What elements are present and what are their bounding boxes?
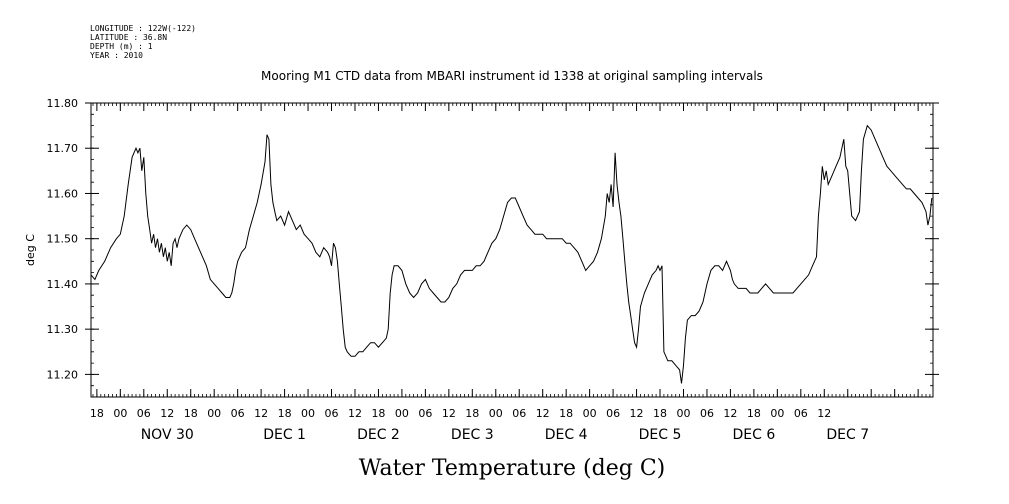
x-hour-label: 06 xyxy=(700,407,714,420)
y-tick-label: 11.20 xyxy=(47,368,79,381)
x-hour-label: 18 xyxy=(184,407,198,420)
x-hour-label: 12 xyxy=(723,407,737,420)
meta-latitude: LATITUDE : 36.8N xyxy=(90,33,167,42)
x-hour-label: 06 xyxy=(325,407,339,420)
y-tick-label: 11.80 xyxy=(47,97,79,110)
x-hour-label: 18 xyxy=(747,407,761,420)
x-hour-label: 00 xyxy=(489,407,503,420)
series-line-water-temperature xyxy=(90,124,933,384)
x-day-label: DEC 5 xyxy=(639,427,682,443)
meta-longitude: LONGITUDE : 122W(-122) xyxy=(90,24,196,33)
x-day-label: DEC 6 xyxy=(733,427,776,443)
x-hour-label: 06 xyxy=(794,407,808,420)
minor-ticks xyxy=(91,102,933,398)
x-hour-label: 06 xyxy=(606,407,620,420)
x-hour-label: 12 xyxy=(348,407,362,420)
meta-depth: DEPTH (m) : 1 xyxy=(90,42,153,51)
x-day-label: DEC 7 xyxy=(826,427,869,443)
x-hour-label: 00 xyxy=(207,407,221,420)
x-hour-label: 00 xyxy=(113,407,127,420)
x-hour-label: 12 xyxy=(254,407,268,420)
y-tick-label: 11.40 xyxy=(47,278,79,291)
x-hour-label: 06 xyxy=(418,407,432,420)
y-tick-label: 11.30 xyxy=(47,323,79,336)
x-hour-label: 18 xyxy=(371,407,385,420)
minor-tick-marks xyxy=(91,102,933,398)
x-day-label: DEC 3 xyxy=(451,427,494,443)
x-axis-title: Water Temperature (deg C) xyxy=(359,456,666,481)
x-hour-label: 18 xyxy=(653,407,667,420)
y-tick-label: 11.60 xyxy=(47,187,79,200)
x-hour-label: 18 xyxy=(559,407,573,420)
x-hour-label: 18 xyxy=(90,407,104,420)
x-hour-label: 00 xyxy=(395,407,409,420)
x-day-label: NOV 30 xyxy=(141,427,194,443)
x-hour-label: 00 xyxy=(583,407,597,420)
chart-title: Mooring M1 CTD data from MBARI instrumen… xyxy=(261,69,763,83)
x-hour-label: 18 xyxy=(278,407,292,420)
x-hour-label: 18 xyxy=(465,407,479,420)
x-hour-label: 12 xyxy=(630,407,644,420)
x-day-labels: NOV 30 DEC 1 DEC 2 DEC 3 DEC 4 DEC 5 DEC 6 DEC … xyxy=(141,427,869,443)
x-hour-label: 06 xyxy=(137,407,151,420)
y-axis: 11.20 11.30 11.40 11.50 11.60 11.70 11.80 xyxy=(47,97,939,381)
x-hour-label: 00 xyxy=(770,407,784,420)
y-tick-label: 11.50 xyxy=(47,233,79,246)
x-hour-label: 06 xyxy=(512,407,526,420)
x-axis: 18 00 06 12 18 00 06 12 18 00 06 12 18 00 06 12 18 00 06 12… xyxy=(90,103,919,420)
x-hour-label: 12 xyxy=(442,407,456,420)
x-day-label: DEC 4 xyxy=(545,427,588,443)
x-hour-label: 00 xyxy=(676,407,690,420)
y-tick-label: 11.70 xyxy=(47,142,79,155)
meta-year: YEAR : 2010 xyxy=(90,51,143,60)
plot-frame xyxy=(90,102,934,398)
x-hour-label: 06 xyxy=(231,407,245,420)
x-hour-label: 12 xyxy=(536,407,550,420)
x-hour-label: 12 xyxy=(817,407,831,420)
x-day-label: DEC 2 xyxy=(357,427,400,443)
x-hour-label: 00 xyxy=(301,407,315,420)
y-axis-label: deg C xyxy=(24,234,37,266)
x-day-label: DEC 1 xyxy=(263,427,306,443)
x-hour-label: 12 xyxy=(160,407,174,420)
